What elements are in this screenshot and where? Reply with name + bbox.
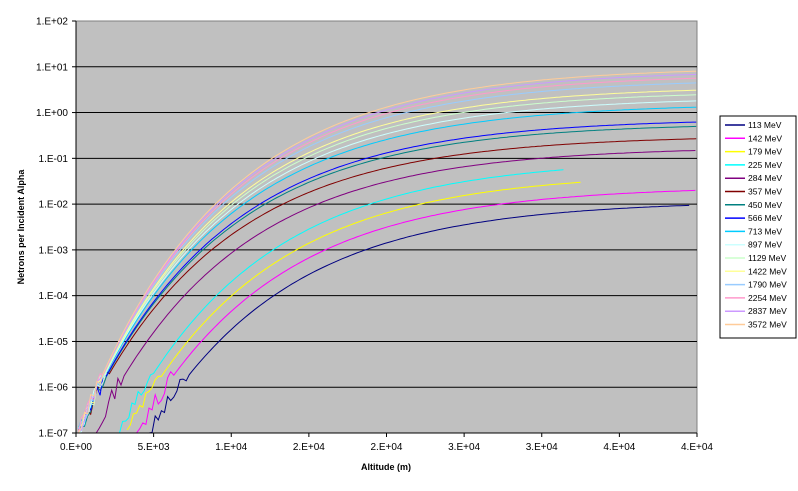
y-tick-label: 1.E-07 [39, 429, 69, 440]
x-tick-label: 4.E+04 [603, 442, 635, 453]
x-tick-label: 3.E+04 [526, 442, 558, 453]
x-tick-label: 5.E+03 [138, 442, 170, 453]
x-tick-label: 4.E+04 [681, 442, 713, 453]
y-tick-label: 1.E-01 [39, 154, 69, 165]
y-tick-label: 1.E-02 [39, 200, 69, 211]
series-line [77, 89, 697, 429]
legend-label: 1422 MeV [748, 266, 787, 276]
x-tick-label: 3.E+04 [448, 442, 480, 453]
legend-label: 713 MeV [748, 226, 782, 236]
series-line [77, 73, 697, 432]
legend-label: 3572 MeV [748, 320, 787, 330]
series-line [126, 181, 581, 431]
legend-label: 1129 MeV [748, 253, 786, 263]
series-line [77, 106, 697, 430]
y-tick-label: 1.E-05 [39, 337, 69, 348]
y-tick-label: 1.E-03 [39, 245, 69, 256]
legend-label: 566 MeV [748, 213, 782, 223]
legend-label: 2837 MeV [748, 306, 787, 316]
series-line [78, 138, 697, 431]
gridlines [76, 66, 697, 388]
x-tick-label: 2.E+04 [371, 442, 403, 453]
series-lines [77, 70, 697, 434]
series-line [77, 82, 697, 434]
series-line [148, 204, 690, 434]
legend-label: 1790 MeV [748, 280, 787, 290]
legend-label: 113 MeV [748, 120, 782, 130]
series-line [136, 189, 696, 434]
series-line [78, 100, 697, 434]
legend-label: 2254 MeV [748, 293, 787, 303]
y-tick-label: 1.E+01 [36, 62, 68, 73]
x-tick-label: 0.E+00 [60, 442, 92, 453]
series-line [77, 70, 697, 434]
y-axis-title: Netrons per Incident Alpha [16, 169, 26, 285]
x-tick-label: 2.E+04 [293, 442, 325, 453]
series-line [77, 121, 697, 434]
series-line [77, 77, 697, 434]
y-tick-label: 1.E+02 [36, 17, 68, 28]
legend-label: 142 MeV [748, 133, 782, 143]
series-line [93, 150, 696, 434]
legend-label: 179 MeV [748, 147, 782, 157]
y-tick-label: 1.E+00 [36, 108, 68, 119]
series-line [77, 125, 697, 434]
x-tick-label: 1.E+04 [215, 442, 247, 453]
legend-label: 450 MeV [748, 200, 782, 210]
legend-label: 897 MeV [748, 240, 782, 250]
series-line [119, 169, 564, 434]
x-ticks: 0.E+00 5.E+03 1.E+04 2.E+04 2.E+04 3.E+04 3.E+… [60, 433, 713, 453]
x-axis-title: Altitude (m) [361, 462, 411, 472]
y-tick-label: 1.E-06 [39, 383, 69, 394]
series-line [77, 94, 697, 434]
legend-box [719, 115, 797, 339]
legend-label: 284 MeV [748, 173, 782, 183]
y-tick-label: 1.E-04 [39, 291, 69, 302]
legend-label: 225 MeV [748, 160, 782, 170]
legend: 113 MeV 142 MeV 179 MeV 225 MeV 284 MeV 357 M… [719, 115, 797, 339]
y-ticks: 1.E-07 1.E-06 1.E-05 1.E-04 1.E-03 1.E-02 1.E-… [36, 17, 76, 440]
legend-label: 357 MeV [748, 187, 782, 197]
